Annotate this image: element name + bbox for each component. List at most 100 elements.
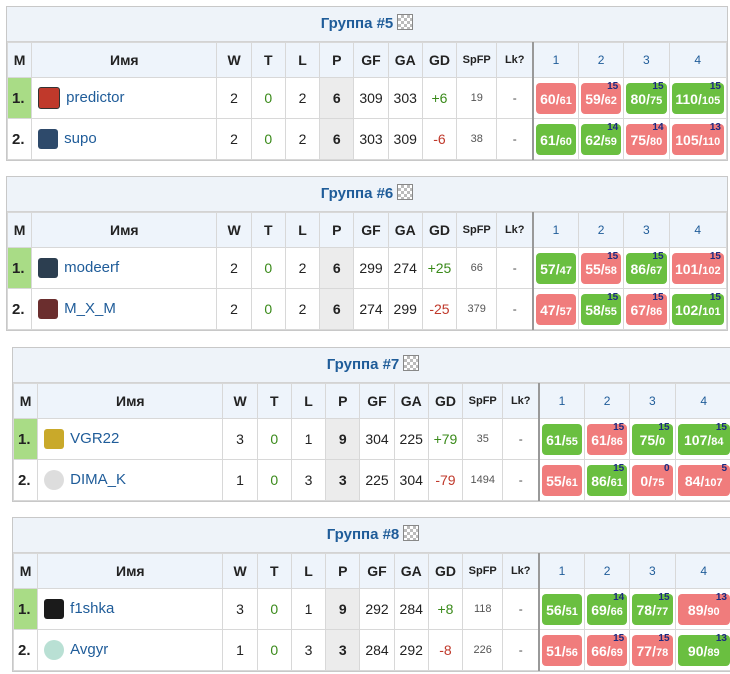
col-t[interactable]: T [250, 212, 286, 248]
player-name-link[interactable]: Avgyr [70, 640, 109, 658]
match-result[interactable]: 15 80/75 [626, 81, 667, 114]
match-result[interactable]: 15 59/62 [580, 81, 622, 114]
match-result[interactable]: 14 75/80 [626, 122, 667, 155]
col-round-2[interactable]: 2 [583, 383, 631, 419]
player-name-link[interactable]: VGR22 [70, 429, 120, 447]
col-round-4[interactable]: 4 [674, 553, 730, 589]
col-gd[interactable]: GD [421, 212, 458, 248]
group-info-icon[interactable] [397, 184, 414, 200]
player-name-link[interactable]: M_X_M [64, 299, 116, 317]
col-gf[interactable]: GF [353, 42, 389, 78]
col-lk[interactable]: Lk? [502, 553, 540, 589]
col-t[interactable]: T [250, 42, 286, 78]
col-round-4[interactable]: 4 [674, 383, 730, 419]
col-gf[interactable]: GF [359, 383, 395, 419]
col-ga[interactable]: GA [393, 553, 429, 589]
col-name[interactable]: Имя [37, 553, 224, 589]
match-result[interactable]: 47/57 [536, 293, 576, 325]
col-ga[interactable]: GA [393, 383, 429, 419]
col-round-4[interactable]: 4 [668, 212, 728, 248]
col-m[interactable]: М [12, 553, 39, 589]
col-round-4[interactable]: 4 [668, 42, 728, 78]
match-result[interactable]: 55/61 [542, 464, 582, 496]
match-result[interactable]: 61/60 [536, 123, 576, 155]
col-ga[interactable]: GA [387, 212, 423, 248]
player-name-link[interactable]: DIMA_K [70, 470, 127, 488]
col-m[interactable]: М [12, 383, 39, 419]
group-info-icon[interactable] [397, 14, 414, 30]
match-result[interactable]: 56/51 [542, 593, 582, 625]
col-round-3[interactable]: 3 [623, 42, 670, 78]
col-p[interactable]: P [325, 383, 361, 419]
match-result[interactable]: 15 55/58 [580, 251, 622, 284]
match-result[interactable]: 15 58/55 [580, 292, 622, 325]
player-name-link[interactable]: supo [64, 129, 97, 147]
col-gd[interactable]: GD [427, 383, 464, 419]
group-title[interactable]: Группа #7 [13, 348, 730, 383]
col-p[interactable]: P [319, 212, 355, 248]
col-lk[interactable]: Lk? [496, 212, 534, 248]
match-result[interactable]: 15 86/67 [626, 251, 667, 284]
col-round-1[interactable]: 1 [538, 553, 585, 589]
match-result[interactable]: 15 77/78 [632, 633, 673, 666]
col-name[interactable]: Имя [31, 42, 218, 78]
col-spfp[interactable]: SpFP [456, 212, 498, 248]
match-result[interactable]: 57/47 [536, 252, 576, 284]
col-l[interactable]: L [290, 383, 327, 419]
col-ga[interactable]: GA [387, 42, 423, 78]
group-title-text[interactable]: Группа #7 [326, 356, 400, 373]
player-name-link[interactable]: modeerf [64, 258, 120, 276]
col-round-3[interactable]: 3 [629, 553, 676, 589]
col-round-2[interactable]: 2 [577, 42, 625, 78]
col-lk[interactable]: Lk? [502, 383, 540, 419]
player-name-link[interactable]: predictor [66, 88, 125, 106]
group-info-icon[interactable] [403, 355, 420, 371]
group-title-text[interactable]: Группа #6 [320, 185, 394, 202]
match-result[interactable]: 14 69/66 [586, 592, 628, 625]
col-l[interactable]: L [290, 553, 327, 589]
col-t[interactable]: T [256, 553, 292, 589]
match-result[interactable]: 15 61/86 [586, 422, 628, 455]
col-lk[interactable]: Lk? [496, 42, 534, 78]
col-round-1[interactable]: 1 [532, 42, 579, 78]
match-result[interactable]: 15 66/69 [586, 633, 628, 666]
col-m[interactable]: М [6, 212, 33, 248]
col-w[interactable]: W [216, 212, 252, 248]
match-result[interactable]: 15 78/77 [632, 592, 673, 625]
col-gd[interactable]: GD [427, 553, 464, 589]
match-result[interactable]: 13 89/90 [677, 592, 730, 625]
match-result[interactable]: 15 102/101 [671, 292, 724, 325]
col-name[interactable]: Имя [31, 212, 218, 248]
match-result[interactable]: 13 105/110 [671, 122, 724, 155]
col-p[interactable]: P [319, 42, 355, 78]
match-result[interactable]: 61/55 [542, 423, 582, 455]
col-w[interactable]: W [222, 383, 258, 419]
col-gd[interactable]: GD [421, 42, 458, 78]
col-round-2[interactable]: 2 [583, 553, 631, 589]
col-w[interactable]: W [216, 42, 252, 78]
match-result[interactable]: 0 0/75 [632, 463, 673, 496]
group-title[interactable]: Группа #5 [7, 7, 727, 42]
group-title[interactable]: Группа #6 [7, 177, 727, 212]
col-round-3[interactable]: 3 [623, 212, 670, 248]
col-l[interactable]: L [284, 212, 321, 248]
group-title[interactable]: Группа #8 [13, 518, 730, 553]
player-name-link[interactable]: f1shka [70, 599, 115, 617]
match-result[interactable]: 15 101/102 [671, 251, 724, 284]
col-gf[interactable]: GF [359, 553, 395, 589]
col-round-2[interactable]: 2 [577, 212, 625, 248]
match-result[interactable]: 60/61 [536, 82, 576, 114]
group-title-text[interactable]: Группа #8 [326, 526, 400, 543]
col-spfp[interactable]: SpFP [462, 383, 504, 419]
col-l[interactable]: L [284, 42, 321, 78]
col-p[interactable]: P [325, 553, 361, 589]
col-round-1[interactable]: 1 [538, 383, 585, 419]
col-gf[interactable]: GF [353, 212, 389, 248]
group-title-text[interactable]: Группа #5 [320, 15, 394, 32]
col-w[interactable]: W [222, 553, 258, 589]
col-t[interactable]: T [256, 383, 292, 419]
match-result[interactable]: 15 67/86 [626, 292, 667, 325]
col-round-1[interactable]: 1 [532, 212, 579, 248]
match-result[interactable]: 14 62/59 [580, 122, 622, 155]
col-name[interactable]: Имя [37, 383, 224, 419]
